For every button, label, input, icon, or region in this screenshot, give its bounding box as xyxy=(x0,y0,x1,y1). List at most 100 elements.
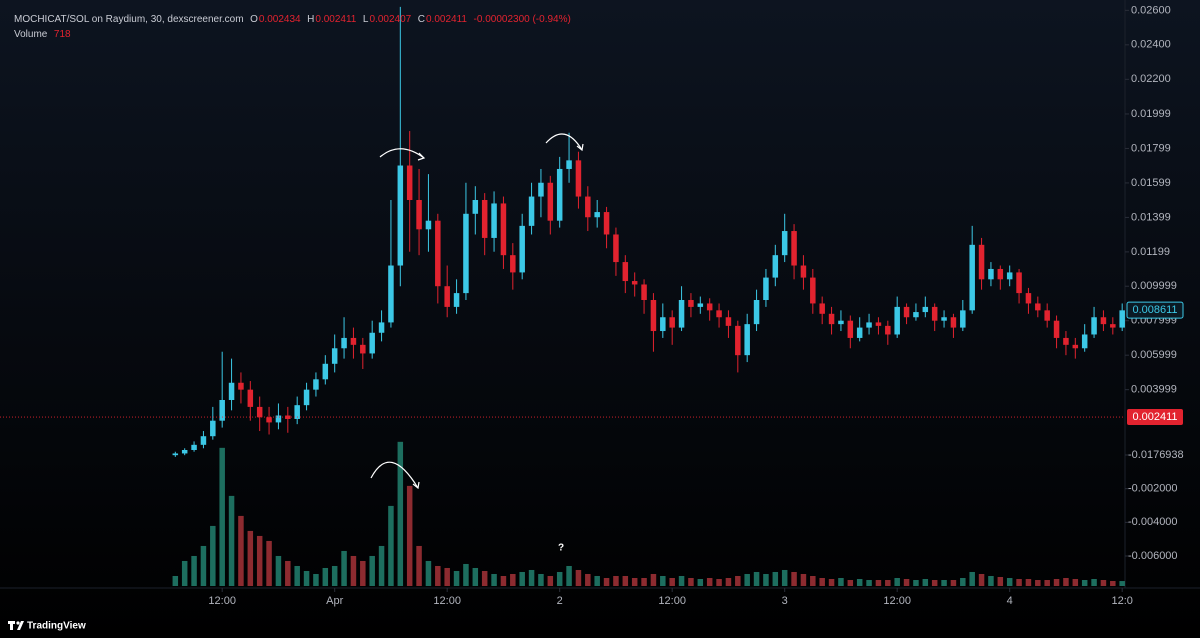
candle-body xyxy=(303,389,310,406)
candle-body xyxy=(1072,344,1079,349)
volume-bar xyxy=(425,560,432,586)
volume-bar xyxy=(1006,577,1013,586)
candle-body xyxy=(875,322,882,326)
volume-bar xyxy=(528,569,535,586)
x-tick-label: 12:0 xyxy=(1111,595,1132,607)
volume-bar xyxy=(800,573,807,586)
candle-body xyxy=(1100,317,1107,325)
volume-bar xyxy=(191,555,197,586)
volume-bar xyxy=(341,550,347,586)
volume-bar xyxy=(688,577,694,586)
x-tick-label: Apr xyxy=(326,595,343,607)
candle-body xyxy=(660,317,666,332)
y-tick-label: 0.01999 xyxy=(1131,108,1171,120)
volume-bar xyxy=(791,571,797,586)
volume-bar xyxy=(331,565,338,586)
candle-body xyxy=(725,317,732,326)
candle-body xyxy=(378,322,385,333)
y-tick-label: 0.02600 xyxy=(1131,4,1171,16)
candle-body xyxy=(866,322,872,328)
volume-bar xyxy=(1072,578,1079,586)
volume-bar xyxy=(781,569,788,586)
volume-bar xyxy=(256,535,263,586)
h-value: 0.002411 xyxy=(315,14,357,25)
candle-body xyxy=(360,344,366,354)
volume-bar xyxy=(960,577,966,586)
candle-body xyxy=(350,337,357,345)
candle-body xyxy=(594,212,600,218)
volume-bar xyxy=(228,495,235,586)
candle-body xyxy=(1025,293,1032,304)
candle-body xyxy=(922,306,929,313)
y-tick-label: 0.01199 xyxy=(1131,246,1170,258)
candle-body xyxy=(219,400,225,421)
volume-bar xyxy=(1035,579,1041,586)
candle-body xyxy=(200,436,207,445)
candle-body xyxy=(997,268,1004,280)
volume-bar xyxy=(350,555,357,586)
volume-bar xyxy=(181,560,188,586)
candle-body xyxy=(416,200,422,230)
volume-bar xyxy=(172,575,179,586)
candle-body xyxy=(1091,317,1097,335)
volume-bar xyxy=(1119,581,1125,586)
candle-body xyxy=(172,453,179,456)
volume-bar xyxy=(481,570,488,586)
candle-body xyxy=(781,231,788,256)
candle-body xyxy=(735,325,741,356)
volume-bar xyxy=(1081,579,1088,586)
c-label: C xyxy=(417,14,425,25)
candle-body xyxy=(575,160,582,197)
y2-tick-label: -0.0176938 xyxy=(1128,449,1184,461)
candle-body xyxy=(931,306,938,321)
candle-body xyxy=(603,212,610,235)
volume-bar xyxy=(491,573,497,586)
volume-bar xyxy=(416,545,422,586)
candle-body xyxy=(528,196,535,226)
volume-bar xyxy=(631,577,638,586)
candle-body xyxy=(406,165,413,200)
volume-bar xyxy=(435,565,441,586)
candle-body xyxy=(500,203,507,256)
volume-bar xyxy=(566,565,572,586)
x-tick-label: 3 xyxy=(782,595,788,607)
annotation-arrowhead xyxy=(576,143,584,152)
candle-body xyxy=(1035,303,1041,311)
candle-body xyxy=(331,348,338,364)
volume-bar xyxy=(453,570,460,586)
annotation-arrowhead xyxy=(417,152,426,161)
candle-body xyxy=(631,281,638,285)
brand: TradingView xyxy=(27,621,86,632)
candle-body xyxy=(1081,334,1088,349)
candle-body xyxy=(641,284,647,300)
candle-body xyxy=(697,303,704,307)
candle-body xyxy=(903,306,910,318)
volume-bar xyxy=(594,575,600,586)
volume-bar xyxy=(613,575,619,586)
candle-body xyxy=(322,363,329,380)
y-tick-label: 0.003999 xyxy=(1131,384,1177,396)
candle-body xyxy=(294,405,300,419)
volume-bar xyxy=(603,577,610,586)
candle-body xyxy=(716,310,722,318)
volume-bar xyxy=(660,575,666,586)
volume-bar xyxy=(875,579,882,586)
candle-body xyxy=(228,382,235,400)
volume-bar xyxy=(828,578,835,586)
volume-bar xyxy=(238,515,244,586)
volume-bar xyxy=(763,573,769,586)
candle-body xyxy=(988,268,994,280)
volume-bar xyxy=(913,579,919,586)
candle-body xyxy=(819,303,825,314)
candle-body xyxy=(463,213,469,294)
volume-bar xyxy=(397,441,404,586)
volume-bar xyxy=(885,579,891,586)
volume-bar xyxy=(444,567,450,586)
candle-body xyxy=(706,303,713,311)
volume-bar xyxy=(1063,577,1069,586)
y-tick-label: 0.005999 xyxy=(1131,349,1177,361)
candle-body xyxy=(913,312,919,318)
candle-body xyxy=(256,406,263,418)
